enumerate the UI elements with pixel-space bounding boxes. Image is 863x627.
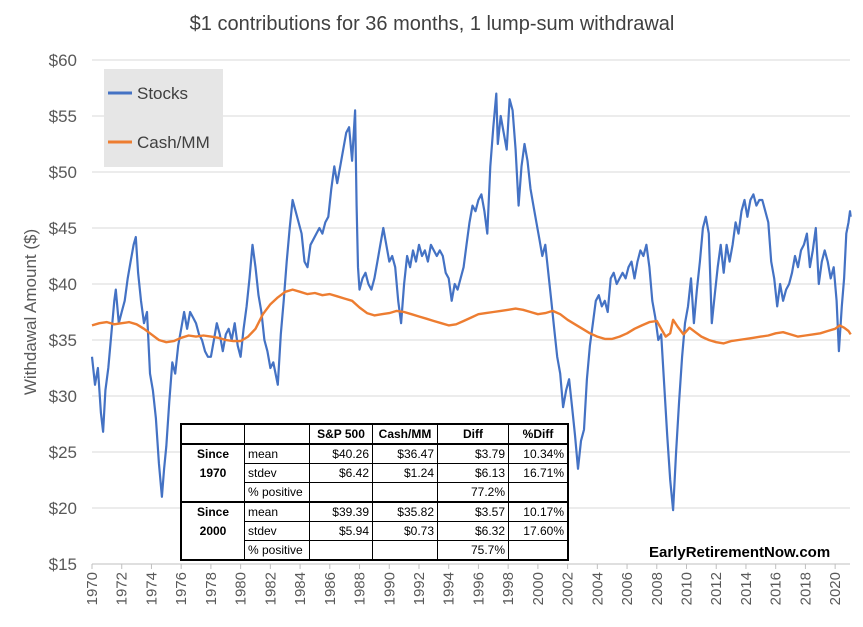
x-tick-label: 1984 [292,572,309,605]
x-tick-label: 2002 [560,572,577,605]
cell-pct [508,540,569,561]
y-tick-label: $45 [49,219,77,238]
series-lines [90,92,852,512]
stats-row: Since mean $39.39 $35.82 $3.57 10.17% [180,501,569,522]
x-tick-label: 2016 [768,572,785,605]
x-tick-label: 1992 [411,572,428,605]
stats-row: % positive 77.2% [180,482,569,503]
x-tick-label: 1978 [203,572,220,605]
stats-header-diff: Diff [437,423,509,445]
row-label: stdev [244,521,310,541]
x-tick-label: 2000 [530,572,547,605]
x-tick-label: 1988 [352,572,369,605]
cell-pct: 17.60% [508,521,569,541]
cell-cash: $1.24 [372,463,438,483]
x-tick-label: 1972 [114,572,131,605]
group-label-line2: 1970 [180,463,245,483]
y-tick-label: $40 [49,275,77,294]
cell-sp500: $40.26 [309,443,373,464]
y-tick-label: $50 [49,163,77,182]
cell-sp500: $6.42 [309,463,373,483]
cell-sp500 [309,482,373,503]
x-tick-label: 2018 [797,572,814,605]
cell-sp500 [309,540,373,561]
stats-header-blank-2 [244,423,310,445]
stats-row: Since mean $40.26 $36.47 $3.79 10.34% [180,443,569,464]
x-tick-label: 1982 [262,572,279,605]
group-label-empty [180,540,245,560]
cell-sp500: $5.94 [309,521,373,541]
x-tick-label: 1986 [322,572,339,605]
cell-diff: 77.2% [437,482,509,503]
x-tick-label: 2012 [708,572,725,605]
stats-row: 2000 stdev $5.94 $0.73 $6.32 17.60% [180,521,569,541]
y-tick-label: $30 [49,387,77,406]
cell-diff: 75.7% [437,540,509,561]
cell-diff: $6.13 [437,463,509,483]
group-label-empty [180,482,245,502]
x-tick-label: 2010 [679,572,696,605]
group-label-line2: 2000 [180,521,245,541]
x-tick-label: 1994 [441,572,458,605]
y-tick-label: $35 [49,331,77,350]
stats-table: S&P 500 Cash/MM Diff %Diff Since mean $4… [180,423,569,561]
legend-label-stocks: Stocks [137,84,188,103]
cell-diff: $3.79 [437,443,509,464]
cell-pct: 10.17% [508,501,569,522]
series-line-cash-mm [91,288,852,345]
x-tick-label: 1974 [143,572,160,605]
row-label: % positive [244,482,310,503]
row-label: mean [244,443,310,464]
cell-cash [372,482,438,503]
group-label-line1: Since [180,443,245,464]
y-axis-ticks: $15 $20 $25 $30 $35 $40 $45 $50 $55 $60 [49,51,77,574]
y-axis-label: Withdawal Amount ($) [21,229,40,395]
x-tick-label: 2008 [649,572,666,605]
row-label: stdev [244,463,310,483]
y-tick-label: $20 [49,499,77,518]
watermark: EarlyRetirementNow.com [649,544,830,561]
stats-header-pctdiff: %Diff [508,423,569,445]
x-tick-label: 1976 [173,572,190,605]
y-tick-label: $25 [49,443,77,462]
row-label: % positive [244,540,310,561]
cell-pct: 10.34% [508,443,569,464]
y-tick-label: $15 [49,555,77,574]
chart-title: $1 contributions for 36 months, 1 lump-s… [190,13,675,35]
x-tick-label: 1980 [233,572,250,605]
row-label: mean [244,501,310,522]
cell-cash [372,540,438,561]
x-tick-label: 2006 [619,572,636,605]
legend-box [104,69,223,167]
x-tick-label: 1998 [500,572,517,605]
x-tick-label: 2004 [589,572,606,605]
stats-row: 1970 stdev $6.42 $1.24 $6.13 16.71% [180,463,569,483]
stats-header-blank-1 [180,423,245,445]
cell-pct [508,482,569,503]
group-label-line1: Since [180,501,245,522]
stats-row: % positive 75.7% [180,540,569,561]
y-tick-label: $60 [49,51,77,70]
x-tick-label: 1970 [84,572,101,605]
cell-sp500: $39.39 [309,501,373,522]
cell-cash: $35.82 [372,501,438,522]
cell-cash: $36.47 [372,443,438,464]
cell-pct: 16.71% [508,463,569,483]
x-axis-ticks: 1970 1972 1974 1976 1978 1980 1982 1984 1986 1988… [84,563,850,605]
legend-label-cash: Cash/MM [137,133,210,152]
cell-diff: $6.32 [437,521,509,541]
x-tick-label: 1996 [470,572,487,605]
stats-header-row: S&P 500 Cash/MM Diff %Diff [180,423,569,445]
legend: Stocks Cash/MM [104,69,223,167]
series-line-stocks [90,92,852,512]
x-tick-label: 2020 [827,572,844,605]
cell-diff: $3.57 [437,501,509,522]
stats-header-cash: Cash/MM [372,423,438,445]
x-tick-label: 2014 [738,572,755,605]
y-tick-label: $55 [49,107,77,126]
stats-header-sp500: S&P 500 [309,423,373,445]
x-tick-label: 1990 [381,572,398,605]
cell-cash: $0.73 [372,521,438,541]
